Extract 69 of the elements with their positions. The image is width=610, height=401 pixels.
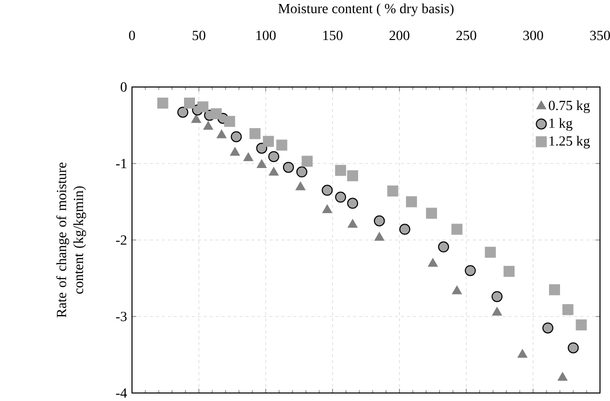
x-tick-label: 300 <box>523 30 544 40</box>
point <box>451 224 462 235</box>
legend-label: 1 kg <box>550 118 572 131</box>
point <box>426 208 438 219</box>
x-tick-label: 50 <box>192 30 206 40</box>
point <box>452 286 462 294</box>
point <box>387 186 398 197</box>
y-tick-label: 0 <box>120 82 127 92</box>
point <box>262 136 274 147</box>
point <box>542 322 554 334</box>
point <box>177 106 188 118</box>
point <box>576 319 587 330</box>
point <box>322 184 333 196</box>
point <box>348 219 358 228</box>
point <box>438 241 450 252</box>
point <box>322 204 332 214</box>
legend-label: 0.75 kg <box>548 100 590 114</box>
point <box>210 108 222 120</box>
point <box>464 265 476 276</box>
point <box>562 304 574 316</box>
point <box>244 152 254 162</box>
point <box>203 121 214 130</box>
point <box>406 196 417 208</box>
point <box>347 198 358 209</box>
point <box>197 101 208 112</box>
point <box>276 140 288 151</box>
point <box>335 164 346 176</box>
point <box>549 284 560 296</box>
point <box>256 160 267 168</box>
point <box>250 128 261 140</box>
legend-label: 1.25 kg <box>550 136 590 149</box>
point <box>268 151 280 162</box>
point <box>268 167 279 176</box>
point <box>296 166 308 178</box>
point <box>504 266 515 277</box>
x-tick-label: 250 <box>456 30 476 40</box>
point <box>347 170 358 182</box>
point <box>302 156 313 167</box>
point <box>492 291 503 302</box>
point <box>374 215 385 226</box>
point <box>191 114 202 123</box>
x-tick-label: 100 <box>256 30 276 40</box>
x-tick-label: 150 <box>323 30 342 40</box>
point <box>184 98 195 109</box>
point <box>518 349 528 358</box>
point <box>428 258 438 267</box>
y-tick-label: -2 <box>116 235 126 245</box>
y-axis-title: Rate of change of moisture content (kg/kgmin) <box>56 162 86 318</box>
y-tick-label: -3 <box>116 312 127 322</box>
point <box>558 372 568 381</box>
point <box>335 192 346 203</box>
y-tick-label: -1 <box>116 158 126 168</box>
x-tick-label: 350 <box>590 30 610 40</box>
point <box>568 342 579 354</box>
point <box>492 307 502 316</box>
point <box>484 246 496 258</box>
point <box>230 131 242 142</box>
point <box>296 182 306 190</box>
point <box>224 116 236 127</box>
point <box>230 147 240 156</box>
y-tick-label: -4 <box>116 388 127 398</box>
point <box>399 224 410 235</box>
x-axis-title: Moisture content ( % dry basis) <box>278 3 454 16</box>
x-tick-label: 0 <box>129 30 135 40</box>
point <box>282 162 294 173</box>
point <box>216 130 226 138</box>
point <box>157 98 168 109</box>
point <box>374 232 384 241</box>
x-tick-label: 200 <box>390 30 410 40</box>
